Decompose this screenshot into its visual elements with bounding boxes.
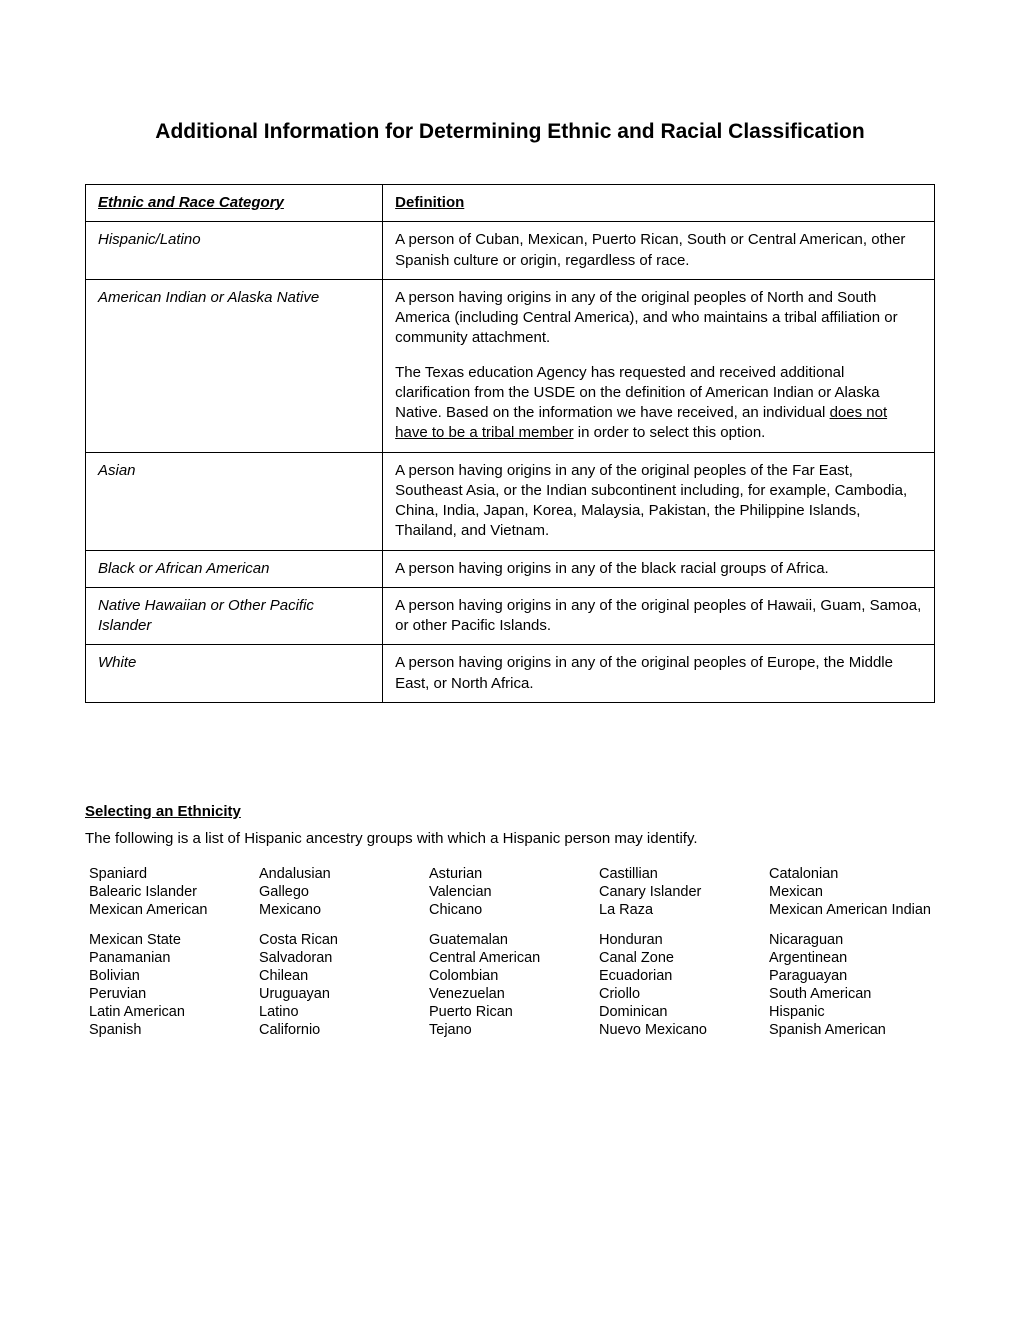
table-row: American Indian or Alaska Native A perso… [86,279,935,452]
ancestry-cell: Central American [425,949,595,967]
ancestry-cell: South American [765,985,935,1003]
table-row: Latin American Latino Puerto Rican Domin… [85,1003,935,1021]
table-row: Hispanic/Latino A person of Cuban, Mexic… [86,222,935,280]
ancestry-cell: La Raza [595,901,765,919]
section-intro: The following is a list of Hispanic ance… [85,830,935,847]
table-row: Spanish Californio Tejano Nuevo Mexicano… [85,1021,935,1039]
ancestry-cell: Paraguayan [765,967,935,985]
table-row: Native Hawaiian or Other Pacific Islande… [86,587,935,645]
table-row: Panamanian Salvadoran Central American C… [85,949,935,967]
ancestry-cell: Valencian [425,883,595,901]
table-row: Bolivian Chilean Colombian Ecuadorian Pa… [85,967,935,985]
ancestry-cell: Latin American [85,1003,255,1021]
ancestry-cell: Nicaraguan [765,931,935,949]
category-cell: Native Hawaiian or Other Pacific Islande… [86,587,383,645]
ancestry-cell: Mexican State [85,931,255,949]
page-title: Additional Information for Determining E… [85,120,935,144]
definition-para-2a: The Texas education Agency has requested… [395,364,879,422]
category-cell: Hispanic/Latino [86,222,383,280]
table-row: Spaniard Andalusian Asturian Castillian … [85,865,935,883]
ancestry-cell: Peruvian [85,985,255,1003]
ancestry-cell: Ecuadorian [595,967,765,985]
ancestry-cell: Canary Islander [595,883,765,901]
ancestry-cell: Mexican [765,883,935,901]
ancestry-cell: Guatemalan [425,931,595,949]
definition-cell: A person having origins in any of the or… [383,645,935,703]
category-cell: White [86,645,383,703]
definition-cell: A person having origins in any of the or… [383,587,935,645]
ancestry-cell: Panamanian [85,949,255,967]
ancestry-cell: Bolivian [85,967,255,985]
table-row: White A person having origins in any of … [86,645,935,703]
table-row: Black or African American A person havin… [86,550,935,587]
ancestry-cell: Mexican American Indian [765,901,935,919]
ancestry-cell: Hispanic [765,1003,935,1021]
ancestry-cell: Andalusian [255,865,425,883]
ancestry-cell: Latino [255,1003,425,1021]
table-row: Mexican State Costa Rican Guatemalan Hon… [85,931,935,949]
ancestry-cell: Dominican [595,1003,765,1021]
ancestry-cell: Costa Rican [255,931,425,949]
ancestry-cell: Tejano [425,1021,595,1039]
table-row: Mexican American Mexicano Chicano La Raz… [85,901,935,919]
category-cell: Asian [86,452,383,550]
header-definition: Definition [383,185,935,222]
table-header-row: Ethnic and Race Category Definition [86,185,935,222]
definitions-table: Ethnic and Race Category Definition Hisp… [85,184,935,703]
ancestry-cell: Canal Zone [595,949,765,967]
ancestry-cell: Venezuelan [425,985,595,1003]
ancestry-cell: Gallego [255,883,425,901]
definition-cell: A person having origins in any of the or… [383,279,935,452]
definition-cell: A person of Cuban, Mexican, Puerto Rican… [383,222,935,280]
ancestry-cell: Puerto Rican [425,1003,595,1021]
ancestry-cell: Balearic Islander [85,883,255,901]
ancestry-cell: Argentinean [765,949,935,967]
ancestry-cell: Asturian [425,865,595,883]
ancestry-cell: Uruguayan [255,985,425,1003]
definition-para-1: A person having origins in any of the or… [395,289,897,347]
ancestry-cell: Salvadoran [255,949,425,967]
paragraph-gap [395,349,922,363]
table-row: Balearic Islander Gallego Valencian Cana… [85,883,935,901]
ancestry-cell: Chilean [255,967,425,985]
table-row: Peruvian Uruguayan Venezuelan Criollo So… [85,985,935,1003]
ancestry-cell: Criollo [595,985,765,1003]
ancestry-cell: Catalonian [765,865,935,883]
ancestry-cell: Colombian [425,967,595,985]
definition-para-2b: in order to select this option. [574,424,766,441]
row-gap [85,919,935,931]
ancestry-cell: Nuevo Mexicano [595,1021,765,1039]
ancestry-cell: Spanish [85,1021,255,1039]
ancestry-cell: Californio [255,1021,425,1039]
section-heading: Selecting an Ethnicity [85,803,935,820]
ancestry-cell: Castillian [595,865,765,883]
definition-cell: A person having origins in any of the or… [383,452,935,550]
ancestry-cell: Spanish American [765,1021,935,1039]
ancestry-cell: Chicano [425,901,595,919]
ancestry-cell: Mexican American [85,901,255,919]
ancestry-cell: Spaniard [85,865,255,883]
category-cell: Black or African American [86,550,383,587]
header-category: Ethnic and Race Category [86,185,383,222]
ancestry-table: Spaniard Andalusian Asturian Castillian … [85,865,935,1039]
definition-cell: A person having origins in any of the bl… [383,550,935,587]
table-row: Asian A person having origins in any of … [86,452,935,550]
category-cell: American Indian or Alaska Native [86,279,383,452]
ancestry-cell: Mexicano [255,901,425,919]
ancestry-cell: Honduran [595,931,765,949]
